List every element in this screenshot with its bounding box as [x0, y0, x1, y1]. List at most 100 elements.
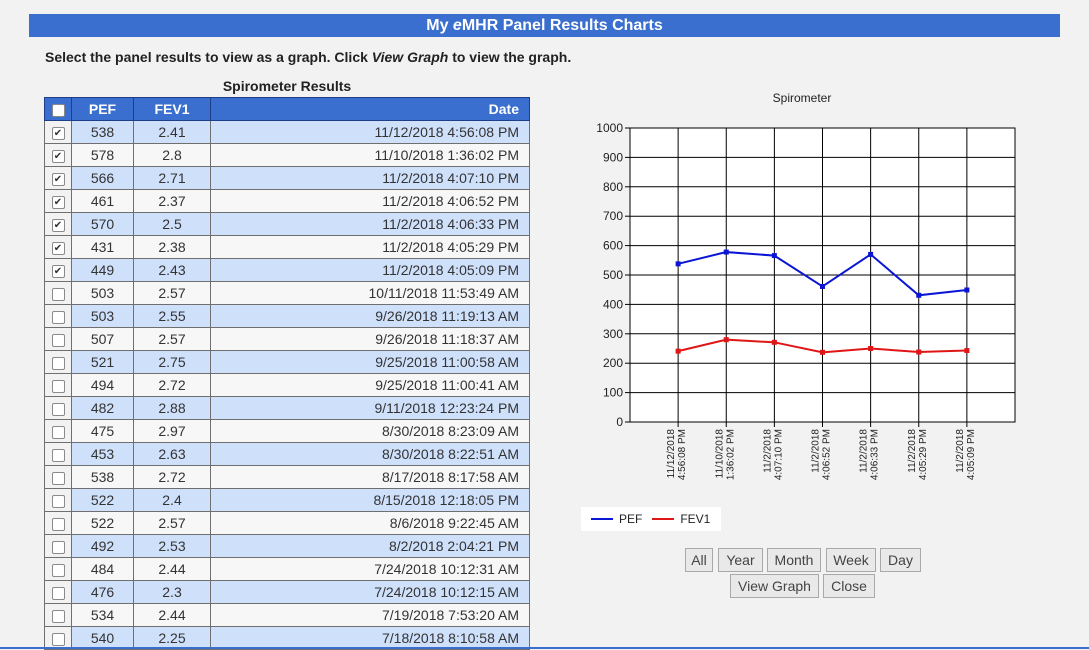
- table-row[interactable]: 507 2.57 9/26/2018 11:18:37 AM: [44, 327, 530, 351]
- instructions-part1: Select the panel results to view as a gr…: [45, 49, 372, 65]
- table-row[interactable]: 522 2.57 8/6/2018 9:22:45 AM: [44, 511, 530, 535]
- date-cell: 8/15/2018 12:18:05 PM: [210, 488, 530, 512]
- table-row[interactable]: 540 2.25 7/18/2018 8:10:58 AM: [44, 626, 530, 650]
- close-button[interactable]: Close: [823, 574, 875, 598]
- row-select-cell: [44, 304, 72, 328]
- fev1-cell: 2.44: [133, 557, 211, 581]
- pef-column-header[interactable]: PEF: [71, 97, 134, 121]
- row-select-checkbox[interactable]: [51, 241, 65, 255]
- select-all-checkbox[interactable]: [51, 103, 65, 117]
- row-select-checkbox[interactable]: [51, 333, 65, 347]
- view-graph-button[interactable]: View Graph: [730, 574, 819, 598]
- pef-cell: 476: [71, 580, 134, 604]
- table-header-row: PEF FEV1 Date: [44, 97, 530, 121]
- pef-cell: 482: [71, 396, 134, 420]
- fev1-cell: 2.41: [133, 120, 211, 144]
- row-select-checkbox[interactable]: [51, 448, 65, 462]
- row-select-checkbox[interactable]: [51, 609, 65, 623]
- row-select-checkbox[interactable]: [51, 563, 65, 577]
- chart-legend: PEF FEV1: [581, 507, 721, 531]
- row-select-cell: [44, 603, 72, 627]
- table-row[interactable]: 503 2.55 9/26/2018 11:19:13 AM: [44, 304, 530, 328]
- table-row[interactable]: 482 2.88 9/11/2018 12:23:24 PM: [44, 396, 530, 420]
- date-cell: 11/2/2018 4:06:33 PM: [210, 212, 530, 236]
- pef-cell: 484: [71, 557, 134, 581]
- all-button[interactable]: All: [685, 548, 713, 572]
- week-button[interactable]: Week: [826, 548, 876, 572]
- row-select-checkbox[interactable]: [51, 425, 65, 439]
- fev1-column-header[interactable]: FEV1: [133, 97, 211, 121]
- table-row[interactable]: 522 2.4 8/15/2018 12:18:05 PM: [44, 488, 530, 512]
- row-select-cell: [44, 166, 72, 190]
- series-point-pef: [723, 249, 729, 255]
- x-tick-label-line: 11/2/2018: [811, 429, 822, 473]
- table-row[interactable]: 475 2.97 8/30/2018 8:23:09 AM: [44, 419, 530, 443]
- row-select-checkbox[interactable]: [51, 540, 65, 554]
- row-select-checkbox[interactable]: [51, 149, 65, 163]
- fev1-cell: 2.55: [133, 304, 211, 328]
- pef-cell: 522: [71, 511, 134, 535]
- y-tick-label: 1000: [596, 121, 623, 135]
- pef-cell: 570: [71, 212, 134, 236]
- date-cell: 11/12/2018 4:56:08 PM: [210, 120, 530, 144]
- fev1-cell: 2.72: [133, 373, 211, 397]
- x-tick-label-line: 1:36:02 PM: [725, 429, 736, 480]
- row-select-checkbox[interactable]: [51, 126, 65, 140]
- row-select-checkbox[interactable]: [51, 264, 65, 278]
- y-tick-label: 0: [616, 415, 623, 429]
- row-select-checkbox[interactable]: [51, 494, 65, 508]
- day-button[interactable]: Day: [880, 548, 921, 572]
- fev1-cell: 2.25: [133, 626, 211, 650]
- fev1-cell: 2.71: [133, 166, 211, 190]
- row-select-checkbox[interactable]: [51, 356, 65, 370]
- fev1-cell: 2.63: [133, 442, 211, 466]
- row-select-checkbox[interactable]: [51, 586, 65, 600]
- pef-cell: 492: [71, 534, 134, 558]
- row-select-checkbox[interactable]: [51, 402, 65, 416]
- series-lines: [675, 249, 970, 355]
- x-tick-label-line: 11/12/2018: [666, 429, 677, 479]
- table-row[interactable]: 453 2.63 8/30/2018 8:22:51 AM: [44, 442, 530, 466]
- legend-pef-label: PEF: [619, 512, 643, 526]
- table-row[interactable]: 538 2.72 8/17/2018 8:17:58 AM: [44, 465, 530, 489]
- table-row[interactable]: 494 2.72 9/25/2018 11:00:41 AM: [44, 373, 530, 397]
- row-select-checkbox[interactable]: [51, 287, 65, 301]
- date-cell: 11/2/2018 4:05:09 PM: [210, 258, 530, 282]
- row-select-checkbox[interactable]: [51, 471, 65, 485]
- y-tick-label: 400: [603, 297, 623, 311]
- row-select-checkbox[interactable]: [51, 218, 65, 232]
- month-button[interactable]: Month: [767, 548, 821, 572]
- table-row[interactable]: 492 2.53 8/2/2018 2:04:21 PM: [44, 534, 530, 558]
- row-select-checkbox[interactable]: [51, 632, 65, 646]
- date-column-header[interactable]: Date: [210, 97, 530, 121]
- row-select-cell: [44, 511, 72, 535]
- fev1-cell: 2.43: [133, 258, 211, 282]
- year-button[interactable]: Year: [718, 548, 763, 572]
- y-tick-label: 500: [603, 268, 623, 282]
- series-point-pef: [820, 283, 825, 289]
- row-select-checkbox[interactable]: [51, 172, 65, 186]
- x-tick-label: 11/10/20181:36:02 PM: [714, 429, 736, 481]
- table-row[interactable]: 476 2.3 7/24/2018 10:12:15 AM: [44, 580, 530, 604]
- row-select-checkbox[interactable]: [51, 310, 65, 324]
- row-select-checkbox[interactable]: [51, 379, 65, 393]
- series-point-fev1: [771, 339, 777, 345]
- row-select-checkbox[interactable]: [51, 517, 65, 531]
- table-row[interactable]: 503 2.57 10/11/2018 11:53:49 AM: [44, 281, 530, 305]
- table-row[interactable]: 484 2.44 7/24/2018 10:12:31 AM: [44, 557, 530, 581]
- date-cell: 9/25/2018 11:00:58 AM: [210, 350, 530, 374]
- table-row[interactable]: 534 2.44 7/19/2018 7:53:20 AM: [44, 603, 530, 627]
- y-tick-label: 800: [603, 180, 623, 194]
- pef-cell: 475: [71, 419, 134, 443]
- table-row[interactable]: 521 2.75 9/25/2018 11:00:58 AM: [44, 350, 530, 374]
- row-select-checkbox[interactable]: [51, 195, 65, 209]
- fev1-cell: 2.57: [133, 511, 211, 535]
